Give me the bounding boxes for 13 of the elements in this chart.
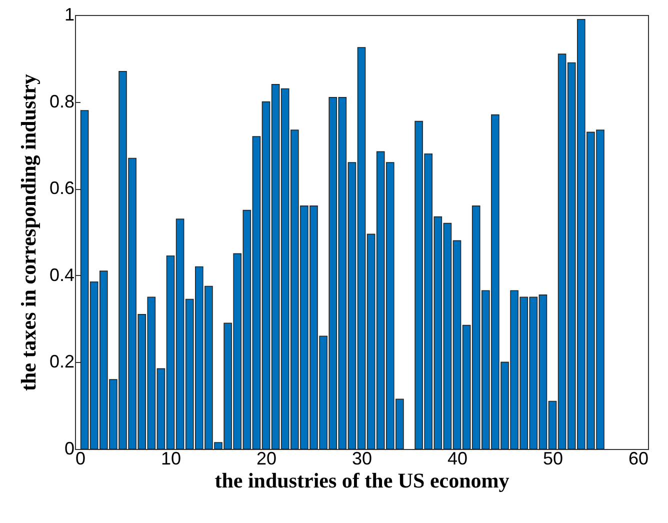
x-tick-label: 50 xyxy=(542,448,564,468)
x-tick-label: 30 xyxy=(352,448,372,468)
y-tick-label: 0.6 xyxy=(49,178,74,198)
x-tick-label: 10 xyxy=(160,448,182,468)
y-tick-label: 1 xyxy=(64,4,74,24)
x-tick-label: 40 xyxy=(447,448,468,468)
y-axis-title: the taxes in corresponding industry xyxy=(16,74,40,391)
x-tick-label: 60 xyxy=(628,448,648,468)
x-tick-label: 20 xyxy=(256,448,277,468)
x-axis-title: the industries of the US economy xyxy=(214,468,510,492)
y-tick-label: 0.4 xyxy=(49,264,74,285)
y-tick-label: 0.2 xyxy=(49,352,74,372)
y-tick-label: 0.8 xyxy=(49,91,74,112)
